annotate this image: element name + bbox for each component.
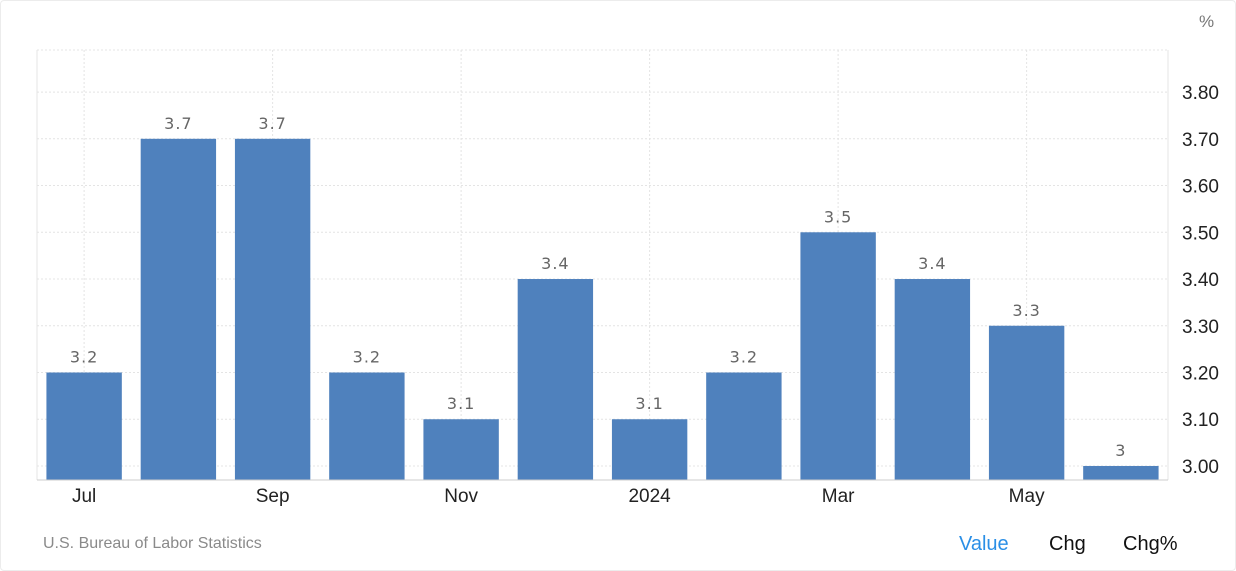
x-tick-label: Jul (72, 486, 96, 507)
bar (46, 372, 122, 480)
bar (1083, 465, 1159, 480)
bar (988, 325, 1065, 480)
bar (234, 138, 311, 480)
source-label: U.S. Bureau of Labor Statistics (43, 535, 262, 552)
data-label: 3.2 (730, 348, 758, 367)
data-label: 3.2 (70, 348, 98, 367)
bar (800, 232, 876, 480)
y-tick-label: 3.60 (1182, 177, 1219, 198)
x-tick-label: 2024 (628, 486, 671, 507)
view-tabs: Value Chg Chg% (0, 533, 1236, 559)
data-label: 3.3 (1012, 301, 1040, 320)
data-label: 3.4 (918, 254, 946, 273)
x-tick-label: May (1009, 486, 1045, 507)
y-tick-label: 3.80 (1182, 83, 1219, 104)
x-tick-label: Sep (256, 486, 290, 507)
tab-chg-percent[interactable]: Chg% (1123, 533, 1178, 555)
y-tick-label: 3.00 (1182, 457, 1219, 478)
tab-chg[interactable]: Chg (1049, 533, 1086, 555)
bar (706, 372, 782, 480)
data-label: 3.7 (258, 114, 286, 133)
data-label: 3.7 (164, 114, 192, 133)
x-tick-label: Mar (822, 486, 855, 507)
bar (140, 138, 217, 480)
data-label: 3.1 (635, 394, 663, 413)
data-label: 3.1 (447, 394, 475, 413)
y-tick-label: 3.40 (1182, 270, 1219, 291)
data-label: 3.2 (353, 348, 381, 367)
tab-value[interactable]: Value (959, 533, 1009, 555)
data-label: 3 (1115, 441, 1126, 460)
unit-label: % (1199, 12, 1215, 31)
bar (329, 372, 405, 480)
bar (611, 419, 688, 480)
bar (894, 279, 971, 480)
y-tick-label: 3.50 (1182, 223, 1219, 244)
y-tick-label: 3.10 (1182, 410, 1219, 431)
bar (423, 419, 499, 480)
data-label: 3.5 (824, 207, 852, 226)
y-tick-label: 3.20 (1182, 364, 1219, 385)
data-label: 3.4 (541, 254, 569, 273)
x-tick-label: Nov (444, 486, 478, 507)
y-tick-label: 3.30 (1182, 317, 1219, 338)
bar (517, 279, 594, 480)
y-tick-label: 3.70 (1182, 130, 1219, 151)
